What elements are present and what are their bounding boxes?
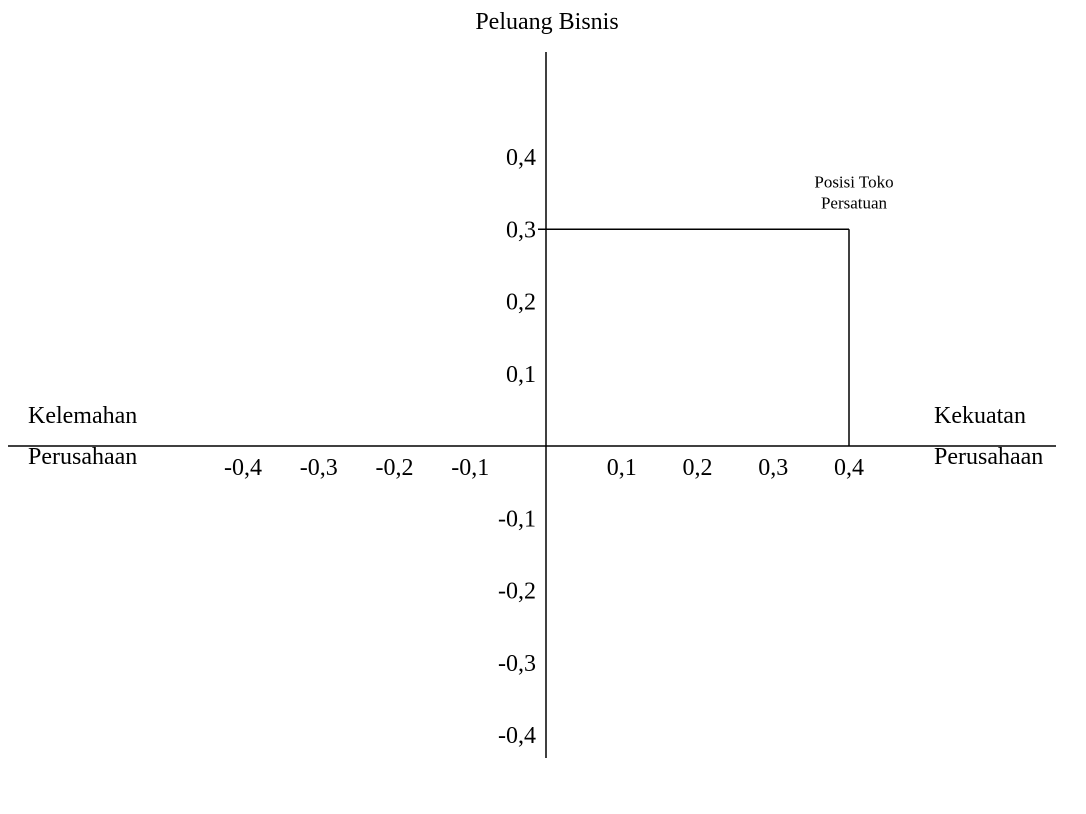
- chart-marks: -0,4 -0,3 -0,2 -0,1 0,1 0,2 0,3 0,4 0,4 0,3 0,2 0,1…: [8, 52, 1056, 758]
- x-tick-label: -0,1: [451, 455, 489, 481]
- position-label: Posisi Toko: [814, 172, 893, 191]
- y-tick-label: 0,3: [506, 217, 536, 243]
- x-tick-label: 0,3: [758, 455, 788, 481]
- x-tick-label: -0,2: [376, 455, 414, 481]
- y-tick-label: 0,2: [506, 290, 536, 316]
- y-tick-label: 0,1: [506, 362, 536, 388]
- left-axis-label-line1: Kelemahan: [28, 403, 137, 429]
- y-axis-label: Peluang Bisnis: [475, 9, 618, 35]
- y-tick-label: -0,3: [498, 651, 536, 677]
- y-tick-label: 0,4: [506, 145, 536, 171]
- left-axis-label-line2: Perusahaan: [28, 444, 137, 470]
- y-tick-label: -0,4: [498, 723, 536, 749]
- x-tick-label: -0,3: [300, 455, 338, 481]
- y-tick-label: -0,1: [498, 506, 536, 532]
- x-tick-label: 0,4: [834, 455, 864, 481]
- right-axis-label: Kekuatan Perusahaan: [934, 403, 1043, 470]
- right-axis-label-line2: Perusahaan: [934, 444, 1043, 470]
- left-axis-label: Kelemahan Perusahaan: [28, 403, 143, 470]
- y-tick-label: -0,2: [498, 579, 536, 605]
- position-label: Persatuan: [821, 193, 888, 212]
- x-tick-label: 0,1: [607, 455, 637, 481]
- x-tick-label: -0,4: [224, 455, 262, 481]
- right-axis-label-line1: Kekuatan: [934, 403, 1026, 429]
- x-tick-label: 0,2: [683, 455, 713, 481]
